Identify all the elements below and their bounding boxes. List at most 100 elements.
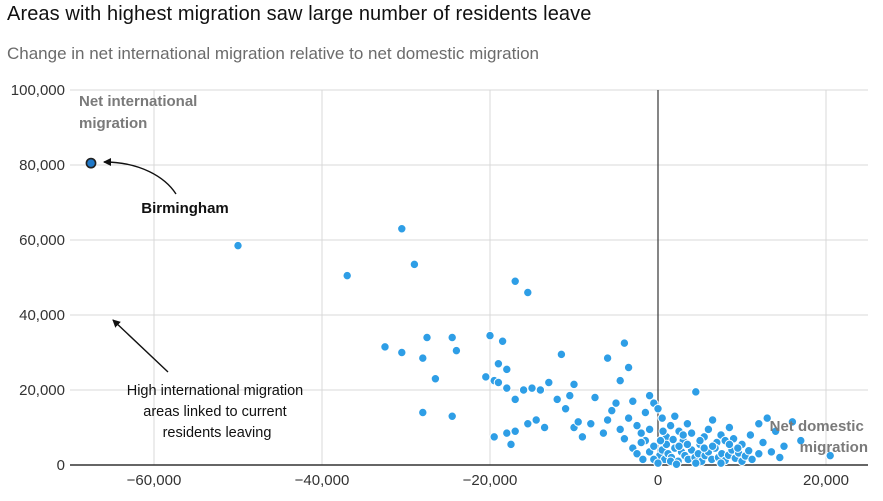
scatter-point xyxy=(745,430,756,440)
scatter-point xyxy=(535,385,546,395)
scatter-point xyxy=(695,435,705,446)
scatter-point xyxy=(510,394,520,405)
scatter-point xyxy=(489,432,499,442)
scatter-point xyxy=(770,426,781,436)
scatter-point xyxy=(565,390,575,401)
data-points xyxy=(85,157,835,469)
scatter-point xyxy=(691,387,701,397)
scatter-point xyxy=(447,332,457,343)
y-axis-title-line1: Net international xyxy=(79,93,197,110)
explanation-line2: areas linked to current xyxy=(143,404,286,420)
scatter-point xyxy=(623,413,634,423)
scatter-point xyxy=(560,404,571,414)
scatter-point xyxy=(733,443,743,453)
x-tick-label: −40,000 xyxy=(295,472,350,489)
scatter-point xyxy=(602,353,613,363)
scatter-point xyxy=(485,330,495,341)
scatter-point xyxy=(754,419,764,429)
scatter-point xyxy=(523,287,533,298)
scatter-point xyxy=(691,458,701,468)
scatter-point xyxy=(510,276,520,286)
explanation-arrow xyxy=(112,319,169,373)
birmingham-arrow xyxy=(103,158,177,195)
scatter-point xyxy=(569,379,579,390)
scatter-point xyxy=(422,332,432,343)
chart-subtitle: Change in net international migration re… xyxy=(7,44,540,63)
scatter-point xyxy=(747,454,757,465)
scatter-point xyxy=(493,359,504,369)
scatter-point xyxy=(766,447,777,457)
scatter-point xyxy=(342,270,352,281)
scatter-point xyxy=(418,353,428,363)
scatter-point xyxy=(628,396,638,406)
x-axis-title: Net domestic migration xyxy=(770,418,868,456)
y-tick-label: 60,000 xyxy=(19,232,65,249)
scatter-point xyxy=(638,454,648,465)
scatter-point xyxy=(510,426,520,436)
scatter-point xyxy=(775,452,785,463)
scatter-point xyxy=(644,424,655,435)
scatter-point xyxy=(644,390,655,401)
scatter-point xyxy=(707,415,718,425)
scatter-point xyxy=(502,364,512,375)
chart-title: Areas with highest migration saw large n… xyxy=(7,3,592,25)
scatter-point xyxy=(619,434,630,444)
scatter-point xyxy=(670,411,680,421)
scatter-point xyxy=(447,411,457,421)
scatter-point xyxy=(518,385,529,395)
scatter-point xyxy=(632,449,642,459)
x-tick-label: −20,000 xyxy=(463,472,518,489)
scatter-point xyxy=(779,441,789,451)
scatter-point xyxy=(611,398,621,408)
x-axis-title-line2: migration xyxy=(800,439,868,456)
scatter-point xyxy=(577,432,588,442)
scatter-point xyxy=(380,342,390,352)
scatter-point xyxy=(671,459,682,469)
scatter-point xyxy=(619,338,630,348)
scatter-point xyxy=(523,419,533,429)
scatter-point xyxy=(674,441,684,451)
scatter-point xyxy=(636,437,646,448)
scatter-point xyxy=(506,439,516,450)
explanation-annotation: High international migration areas linke… xyxy=(127,383,308,441)
scatter-point xyxy=(658,426,668,436)
scatter-point xyxy=(758,437,768,448)
scatter-point xyxy=(636,428,646,438)
scatter-point xyxy=(707,441,718,451)
scatter-point xyxy=(531,415,541,425)
scatter-point xyxy=(602,415,613,425)
birmingham-label: Birmingham xyxy=(141,200,229,217)
scatter-point xyxy=(615,424,625,435)
scatter-point xyxy=(418,407,428,418)
scatter-point xyxy=(703,424,714,435)
scatter-point xyxy=(623,362,634,373)
scatter-point xyxy=(586,419,596,429)
scatter-point xyxy=(598,428,609,438)
scatter-point xyxy=(607,405,617,416)
scatter-point xyxy=(762,413,772,423)
scatter-point xyxy=(527,383,537,393)
scatter-point xyxy=(409,259,420,270)
y-tick-label: 80,000 xyxy=(19,157,65,174)
scatter-point xyxy=(497,336,508,346)
y-axis-title-line2: migration xyxy=(79,115,147,132)
scatter-point xyxy=(699,443,709,453)
y-tick-label: 20,000 xyxy=(19,382,65,399)
scatter-point xyxy=(653,458,663,468)
scatter-point xyxy=(590,392,600,403)
x-tick-label: 20,000 xyxy=(803,472,849,489)
scatter-point xyxy=(649,441,659,451)
scatter-point xyxy=(724,439,735,450)
scatter-point xyxy=(668,434,678,445)
scatter-point xyxy=(682,419,693,429)
scatter-point xyxy=(632,420,642,431)
scatter-point xyxy=(539,422,550,433)
scatter-point xyxy=(451,345,462,356)
scatter-point xyxy=(682,439,693,450)
scatter-point xyxy=(430,374,441,384)
y-tick-label: 40,000 xyxy=(19,307,65,324)
scatter-point xyxy=(552,394,562,405)
scatter-point xyxy=(502,383,512,393)
x-tick-label: 0 xyxy=(654,472,662,489)
